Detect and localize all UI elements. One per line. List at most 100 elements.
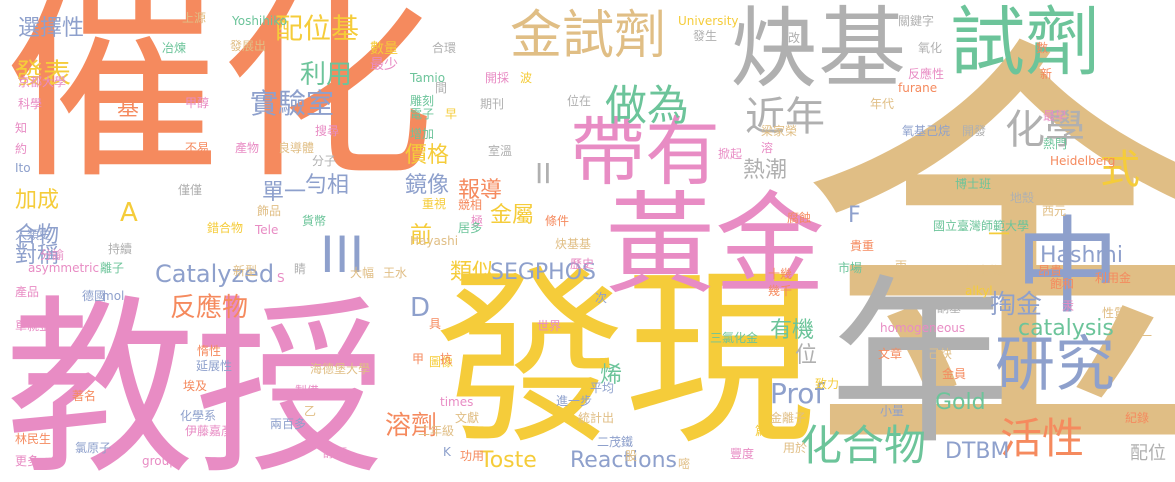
cloud-word: 十幾 — [768, 267, 793, 281]
cloud-word: 第一 — [1128, 329, 1153, 343]
cloud-word: 勻相 — [305, 173, 350, 198]
cloud-word: 帶有 — [570, 108, 721, 196]
cloud-word: 持續 — [108, 242, 133, 256]
cloud-word: 化學 — [1005, 107, 1085, 153]
cloud-word: Tele — [255, 223, 279, 237]
cloud-word: 試劑 — [950, 0, 1101, 86]
cloud-word: 選擇性 — [18, 16, 85, 41]
cloud-word: 酮基 — [937, 301, 962, 315]
cloud-word: 前 — [410, 223, 433, 248]
cloud-word: 地殼 — [1010, 191, 1035, 205]
cloud-word: 錯合物 — [207, 221, 244, 235]
cloud-word: 平均 — [590, 381, 615, 395]
cloud-word: 有機 — [770, 318, 815, 343]
cloud-word: 延展性 — [196, 359, 233, 373]
cloud-word: 腐蝕 — [787, 211, 812, 225]
cloud-word: 圖像 — [429, 355, 454, 369]
cloud-word: 最早 — [1043, 109, 1068, 123]
cloud-word: homogeneous — [880, 321, 966, 335]
cloud-word: 電子 — [410, 107, 435, 121]
cloud-word: 溶劑 — [385, 411, 438, 441]
cloud-word: 衍生物 — [965, 264, 1002, 278]
cloud-word: 飽和 — [1050, 277, 1075, 291]
cloud-word: 年 — [830, 260, 1011, 469]
cloud-word: 貴重 — [850, 239, 875, 253]
cloud-word: catalysis — [1018, 316, 1114, 341]
cloud-word: 德國 — [82, 289, 107, 303]
cloud-word: 良導體 — [278, 141, 315, 155]
cloud-word: 大幅 — [350, 266, 375, 280]
cloud-word: 開採 — [485, 71, 510, 85]
cloud-word: 單一 — [262, 180, 307, 205]
cloud-word: 氯原子 — [75, 441, 112, 455]
cloud-word: 乙 — [304, 404, 317, 418]
cloud-word: 睛 — [294, 262, 307, 276]
cloud-word: III — [320, 226, 365, 284]
cloud-word: 競相 — [458, 198, 483, 212]
cloud-word: Ito — [15, 161, 31, 175]
cloud-word: 報導 — [458, 178, 503, 203]
cloud-word: 做為 — [605, 81, 690, 130]
cloud-word: 二茂鐵 — [597, 435, 634, 449]
cloud-word: 兩 — [895, 259, 908, 273]
cloud-word: 單就金 — [15, 319, 52, 333]
cloud-word: 化學系 — [180, 409, 217, 423]
cloud-word: 反應性 — [908, 67, 945, 81]
cloud-word: 甲醇 — [185, 96, 210, 110]
cloud-word: 己炔 — [928, 347, 953, 361]
cloud-word: 極 — [471, 214, 484, 228]
cloud-word: 掀起 — [718, 147, 743, 161]
cloud-word: 合環 — [432, 41, 457, 55]
cloud-word: 數 — [1036, 41, 1049, 55]
cloud-word: 鏡像 — [405, 173, 450, 198]
cloud-word: 條件 — [545, 214, 570, 228]
cloud-word: Tamio — [410, 71, 446, 85]
cloud-word: D — [410, 293, 431, 323]
cloud-word: 活性 — [1000, 414, 1085, 463]
cloud-word: group — [142, 454, 177, 468]
cloud-word: 用於 — [783, 441, 808, 455]
cloud-word: 教授 — [5, 279, 386, 482]
cloud-word: 博士班 — [955, 177, 992, 191]
cloud-word: mol — [102, 289, 125, 303]
cloud-word: 小量 — [880, 404, 905, 418]
cloud-word: 二年級 — [418, 424, 455, 438]
cloud-word: 增加 — [410, 127, 435, 141]
cloud-word: 幾千 — [768, 284, 793, 298]
cloud-word: 甲 — [412, 352, 425, 366]
cloud-word: 進一步 — [556, 394, 593, 408]
cloud-word: 豐度 — [730, 447, 755, 461]
cloud-word: 汞 — [1062, 299, 1075, 313]
cloud-word: 致力 — [815, 377, 840, 391]
cloud-word: 分子 — [312, 154, 337, 168]
cloud-word: 西元 — [1042, 204, 1067, 218]
cloud-word: 搜尋 — [315, 124, 340, 138]
cloud-word: Catalyzed — [155, 260, 275, 288]
cloud-word: 不易 — [185, 141, 210, 155]
cloud-word: 金離子 — [770, 411, 807, 425]
cloud-word: 上源 — [182, 11, 207, 25]
cloud-word: 製備 — [295, 384, 320, 398]
cloud-word: Gold — [935, 390, 986, 415]
cloud-word: 式 — [1100, 147, 1140, 193]
cloud-word: 分諭 — [40, 248, 65, 262]
cloud-word: alkyl — [965, 284, 993, 298]
cloud-word: 加成 — [15, 188, 60, 213]
cloud-word: II — [535, 157, 552, 190]
cloud-word: 伊藤嘉彥 — [185, 424, 234, 438]
cloud-word: 市場 — [838, 261, 863, 275]
cloud-word: 金試劑 — [510, 6, 667, 66]
cloud-word: 性質 — [1102, 306, 1127, 320]
cloud-word: 利用 — [300, 60, 353, 90]
cloud-word: 實驗室 — [250, 87, 335, 120]
cloud-word: 位 — [795, 343, 818, 368]
cloud-word: 林民生 — [15, 432, 52, 446]
cloud-word: A — [120, 198, 138, 228]
cloud-word: 氧化 — [918, 41, 943, 55]
cloud-word: 波 — [520, 71, 533, 85]
cloud-word: 炔基基 — [555, 237, 592, 251]
cloud-word: 知 — [15, 121, 28, 135]
cloud-word: 五 — [1104, 411, 1117, 425]
cloud-word: 對稱 — [15, 243, 60, 268]
cloud-word: 雕刻 — [410, 94, 435, 108]
